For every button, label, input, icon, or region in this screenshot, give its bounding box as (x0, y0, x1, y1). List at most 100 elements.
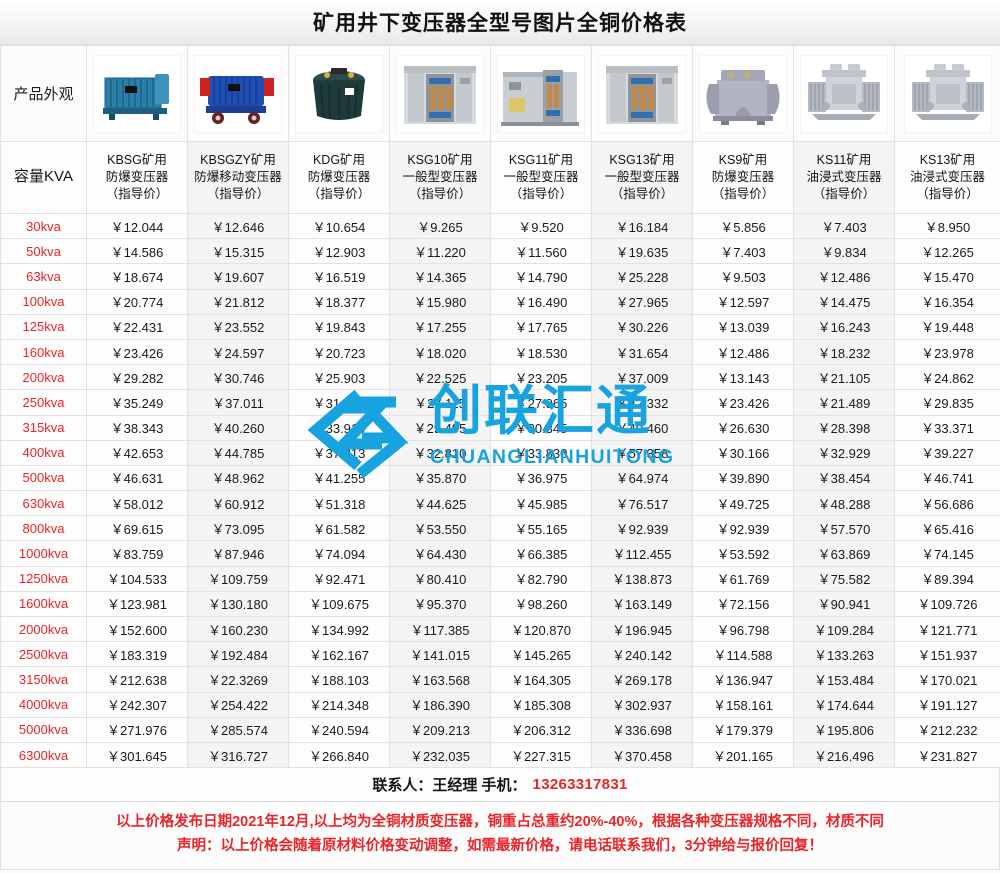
model-type: 一般型变压器 (604, 169, 680, 184)
price-cell: ￥35.249 (86, 389, 188, 416)
price-cell: ￥163.568 (389, 666, 491, 693)
price-cell: ￥30.345 (490, 414, 592, 441)
price-cell: ￥109.726 (894, 590, 1000, 618)
price-cell: ￥16.184 (591, 212, 693, 240)
capacity-cell: 30kva (0, 212, 87, 240)
price-cell: ￥48.288 (793, 490, 895, 517)
price-cell: ￥30.226 (591, 313, 693, 340)
capacity-cell: 400kva (0, 439, 87, 466)
price-cell: ￥13.143 (692, 364, 794, 391)
price-cell: ￥162.167 (288, 641, 390, 668)
price-cell: ￥206.312 (490, 716, 592, 743)
price-cell: ￥18.530 (490, 338, 592, 366)
price-cell: ￥29.282 (86, 364, 188, 391)
product-image-cell (591, 45, 693, 142)
table-row: 6300kva ￥301.645 ￥316.727 ￥266.840 ￥232.035 ￥… (0, 741, 1000, 769)
model-header-cell: KS9矿用 防爆变压器 （指导价） (692, 141, 794, 214)
price-cell: ￥271.976 (86, 716, 188, 743)
price-cell: ￥25.228 (591, 263, 693, 290)
price-cell: ￥18.674 (86, 263, 188, 290)
price-cell: ￥39.890 (692, 464, 794, 492)
capacity-cell: 1000kva (0, 540, 87, 567)
model-name: KS9矿用 (718, 152, 768, 167)
price-cell: ￥56.686 (894, 490, 1000, 517)
price-cell: ￥38.343 (86, 414, 188, 441)
price-cell: ￥65.416 (894, 515, 1000, 542)
model-price-note: （指导价） (509, 187, 573, 202)
model-name: KDG矿用 (312, 152, 366, 167)
product-image-cell (86, 45, 188, 142)
product-image-cell (288, 45, 390, 142)
table-row: 5000kva ￥271.976 ￥285.574 ￥240.594 ￥209.213 ￥… (0, 716, 1000, 743)
price-cell: ￥31.654 (591, 338, 693, 366)
price-cell: ￥5.856 (692, 212, 794, 240)
model-price-note: （指导价） (610, 187, 674, 202)
price-cell: ￥12.597 (692, 288, 794, 315)
price-cell: ￥158.161 (692, 691, 794, 718)
capacity-cell: 1600kva (0, 590, 87, 618)
price-cell: ￥18.020 (389, 338, 491, 366)
model-price-note: （指导价） (307, 187, 371, 202)
price-cell: ￥10.654 (288, 212, 390, 240)
contact-phone[interactable]: 13263317831 (532, 776, 628, 794)
contact-label: 联系人：王经理 手机： (372, 777, 527, 795)
capacity-cell: 50kva (0, 238, 87, 265)
price-cell: ￥14.790 (490, 263, 592, 290)
price-cell: ￥25.903 (288, 364, 390, 391)
capacity-cell: 160kva (0, 338, 87, 366)
price-table: 产品外观 容量KVA KBSG矿用 防爆变压器 （指导价） KBSGZY矿用 防爆移动变… (0, 45, 1000, 769)
price-cell: ￥160.230 (187, 615, 289, 643)
price-cell: ￥37.011 (187, 389, 289, 416)
price-cell: ￥66.385 (490, 540, 592, 567)
transformer-cabinet-icon (598, 54, 686, 133)
price-cell: ￥45.985 (490, 490, 592, 517)
price-cell: ￥188.103 (288, 666, 390, 693)
price-cell: ￥64.430 (389, 540, 491, 567)
capacity-cell: 2500kva (0, 641, 87, 668)
price-cell: ￥240.142 (591, 641, 693, 668)
appearance-label: 产品外观 (13, 86, 74, 103)
price-cell: ￥92.939 (692, 515, 794, 542)
table-row: 125kva ￥22.431 ￥23.552 ￥19.843 ￥17.255 ￥17.76… (0, 313, 1000, 340)
capacity-cell: 3150kva (0, 666, 87, 693)
price-cell: ￥179.379 (692, 716, 794, 743)
price-cell: ￥15.470 (894, 263, 1000, 290)
transformer-substation-icon (497, 54, 585, 133)
model-header-row: 容量KVA KBSG矿用 防爆变压器 （指导价） KBSGZY矿用 防爆移动变压器 （指导… (0, 141, 1000, 214)
price-cell: ￥164.305 (490, 666, 592, 693)
product-image-row: 产品外观 (0, 45, 1000, 142)
price-cell: ￥183.319 (86, 641, 188, 668)
price-cell: ￥9.834 (793, 238, 895, 265)
model-name: KBSGZY矿用 (200, 152, 276, 167)
model-type: 防爆变压器 (105, 169, 169, 184)
price-cell: ￥20.723 (288, 338, 390, 366)
price-cell: ￥18.232 (793, 338, 895, 366)
price-cell: ￥186.390 (389, 691, 491, 718)
price-cell: ￥152.600 (86, 615, 188, 643)
price-cell: ￥13.039 (692, 313, 794, 340)
price-cell: ￥89.394 (894, 565, 1000, 592)
price-cell: ￥212.232 (894, 716, 1000, 743)
price-cell: ￥41.255 (288, 464, 390, 492)
table-row: 63kva ￥18.674 ￥19.607 ￥16.519 ￥14.365 ￥14.790… (0, 263, 1000, 290)
price-cell: ￥11.220 (389, 238, 491, 265)
model-type: 防爆变压器 (307, 169, 371, 184)
price-cell: ￥201.165 (692, 741, 794, 769)
price-cell: ￥266.840 (288, 741, 390, 769)
price-cell: ￥46.631 (86, 464, 188, 492)
price-cell: ￥49.460 (591, 414, 693, 441)
price-cell: ￥285.574 (187, 716, 289, 743)
price-cell: ￥112.455 (591, 540, 693, 567)
price-cell: ￥37.813 (288, 439, 390, 466)
price-cell: ￥136.947 (692, 666, 794, 693)
price-cell: ￥170.021 (894, 666, 1000, 693)
price-cell: ￥23.552 (187, 313, 289, 340)
table-row: 1000kva ￥83.759 ￥87.946 ￥74.094 ￥64.430 ￥66.3… (0, 540, 1000, 567)
model-name: KSG13矿用 (609, 152, 675, 167)
price-cell: ￥42.653 (86, 439, 188, 466)
appearance-label-cell: 产品外观 (0, 45, 87, 142)
price-cell: ￥74.094 (288, 540, 390, 567)
model-header-cell: KS11矿用 油浸式变压器 （指导价） (793, 141, 895, 214)
model-name: KSG11矿用 (508, 152, 574, 167)
price-cell: ￥302.937 (591, 691, 693, 718)
